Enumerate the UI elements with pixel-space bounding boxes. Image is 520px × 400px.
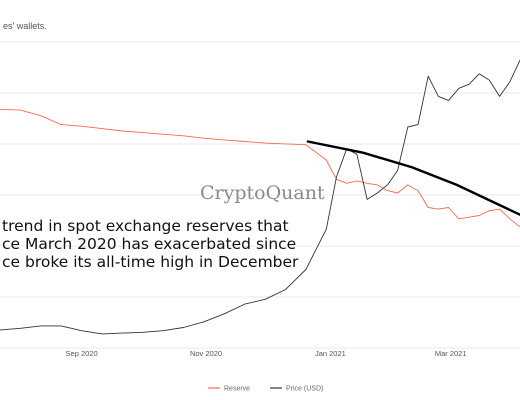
annotation-line: ce broke its all-time high in December	[2, 253, 299, 271]
series-line-reserve	[0, 108, 520, 228]
chart-grid	[0, 41, 520, 349]
legend-label: Reserve	[224, 386, 250, 393]
annotation-line: trend in spot exchange reserves that	[2, 217, 289, 235]
series-line-price-usd	[0, 59, 520, 335]
legend: Reserve Price (USD)	[208, 386, 323, 393]
annotation-line: ce March 2020 has exacerbated since	[2, 235, 296, 253]
chart-series	[0, 59, 520, 335]
x-tick-label: Nov 2020	[190, 349, 222, 358]
watermark: CryptoQuant	[200, 182, 325, 204]
legend-label: Price (USD)	[286, 386, 323, 393]
page-title: es' wallets.	[3, 21, 47, 31]
trend-line	[306, 140, 520, 216]
x-tick-label: Mar 2021	[435, 349, 467, 358]
x-tick-label: Sep 2020	[66, 349, 98, 358]
x-tick-label: Jan 2021	[315, 349, 346, 358]
x-axis: Sep 2020 Nov 2020 Jan 2021 Mar 2021	[66, 349, 467, 358]
